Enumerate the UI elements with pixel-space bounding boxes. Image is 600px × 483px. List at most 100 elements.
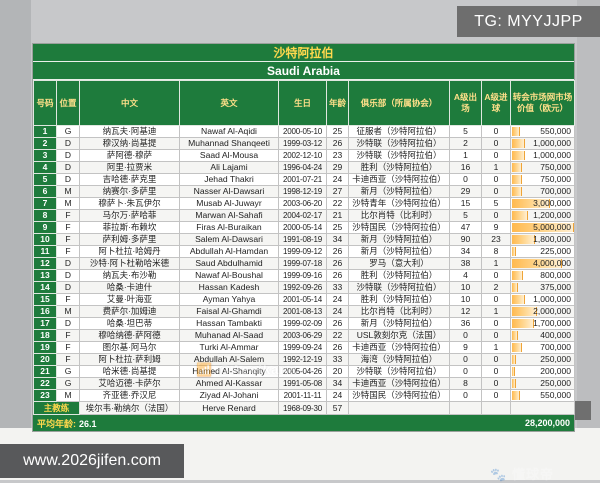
- player-value-cell: 3,000,000: [510, 197, 575, 210]
- player-number-cell: 1: [33, 125, 57, 138]
- player-chinese-name-cell: 萨利姆·多萨里: [79, 233, 180, 246]
- player-position-cell: F: [56, 341, 80, 354]
- player-english-name-cell: Abdullah Al-Salem: [179, 353, 279, 366]
- player-position-cell: D: [56, 269, 80, 282]
- brand-watermark: 🐾 懂球帝: [490, 467, 554, 482]
- player-english-name-cell: Musab Al-Juwayr: [179, 197, 279, 210]
- player-chinese-name-cell: 纳赛尔·多萨里: [79, 185, 180, 198]
- player-birthday-cell: 1999-03-12: [278, 137, 327, 150]
- player-caps-cell: 47: [449, 221, 482, 234]
- player-chinese-name-cell: 哈桑·坦巴蒂: [79, 317, 180, 330]
- player-birthday-cell: 1999-09-16: [278, 269, 327, 282]
- player-club-cell: 沙特国民（沙特阿拉伯）: [348, 221, 450, 234]
- player-club-cell: 新月（沙特阿拉伯）: [348, 185, 450, 198]
- player-row: 22 G 艾哈迈德·卡萨尔 Ahmed Al-Kassar 1991-05-08…: [33, 377, 575, 390]
- player-age-cell: 25: [326, 221, 349, 234]
- player-age-cell: 33: [326, 281, 349, 294]
- player-birthday-cell: 1996-04-24: [278, 161, 327, 174]
- website-label: www.2026jifen.com: [23, 452, 161, 469]
- player-age-cell: 26: [326, 341, 349, 354]
- player-goals-cell: 0: [481, 329, 511, 342]
- player-row: 11 F 阿卜杜拉·哈姆丹 Abdullah Al-Hamdan 1999-09…: [33, 245, 575, 258]
- player-position-cell: D: [56, 257, 80, 270]
- player-age-cell: 26: [326, 245, 349, 258]
- player-position-cell: F: [56, 221, 80, 234]
- player-caps-cell: 0: [449, 365, 482, 378]
- player-english-name-cell: Saad Al-Mousa: [179, 149, 279, 162]
- player-chinese-name-cell: 吉哈德·萨克里: [79, 173, 180, 186]
- squad-table: 号码 位置 中文 英文 生日 年龄 俱乐部（所属协会） A级出场 A级进球 转会…: [33, 80, 575, 415]
- photo-left-margin: [0, 0, 31, 444]
- coach-value-cell: [510, 401, 575, 415]
- player-birthday-cell: 1991-08-19: [278, 233, 327, 246]
- player-value-cell: 750,000: [510, 161, 575, 174]
- squad-table-sheet: 沙特阿拉伯 Saudi Arabia 号码 位置 中文 英文 生日 年龄 俱乐部…: [33, 44, 575, 431]
- player-club-cell: 沙特联（沙特阿拉伯）: [348, 137, 450, 150]
- player-row: 3 D 萨阿德·穆萨 Saad Al-Mousa 2002-12-10 23 沙…: [33, 149, 575, 162]
- player-position-cell: M: [56, 197, 80, 210]
- player-age-cell: 25: [326, 125, 349, 138]
- player-club-cell: 新月（沙特阿拉伯）: [348, 245, 450, 258]
- photo-corner-artifact: [575, 401, 591, 420]
- player-number-cell: 4: [33, 161, 57, 174]
- player-position-cell: D: [56, 281, 80, 294]
- player-position-cell: D: [56, 317, 80, 330]
- player-club-cell: 征服者（沙特阿拉伯）: [348, 125, 450, 138]
- player-age-cell: 23: [326, 149, 349, 162]
- col-header-birthday: 生日: [278, 80, 327, 126]
- coach-row: 主教练 埃尔韦·勒纳尔（法国） Herve Renard 1968-09-30 57: [33, 401, 575, 415]
- player-caps-cell: 29: [449, 185, 482, 198]
- average-age: 平均年龄: 26.1: [37, 418, 97, 429]
- player-number-cell: 20: [33, 353, 57, 366]
- player-caps-cell: 4: [449, 269, 482, 282]
- player-position-cell: M: [56, 389, 80, 402]
- player-english-name-cell: Ali Lajami: [179, 161, 279, 174]
- player-caps-cell: 36: [449, 317, 482, 330]
- player-club-cell: 卡迪西亚（沙特阿拉伯）: [348, 377, 450, 390]
- player-value-cell: 1,000,000: [510, 149, 575, 162]
- value-databar: [512, 187, 522, 196]
- player-row: 9 F 菲拉斯·布赖坎 Firas Al-Buraikan 2000-05-14…: [33, 221, 575, 234]
- player-birthday-cell: 1999-09-12: [278, 245, 327, 258]
- value-databar: [512, 355, 517, 364]
- player-number-cell: 18: [33, 329, 57, 342]
- player-chinese-name-cell: 萨阿德·穆萨: [79, 149, 180, 162]
- player-number-cell: 23: [33, 389, 57, 402]
- player-age-cell: 22: [326, 329, 349, 342]
- player-english-name-cell: Nawaf Al-Aqidi: [179, 125, 279, 138]
- player-value-cell: 1,000,000: [510, 137, 575, 150]
- player-chinese-name-cell: 齐亚德·乔汉尼: [79, 389, 180, 402]
- value-databar: [512, 271, 523, 280]
- player-caps-cell: 8: [449, 377, 482, 390]
- player-row: 14 D 哈桑·卡迪什 Hassan Kadesh 1992-09-26 33 …: [33, 281, 575, 294]
- player-english-name-cell: Turki Al-Ammar: [179, 341, 279, 354]
- player-position-cell: D: [56, 137, 80, 150]
- player-age-cell: 27: [326, 185, 349, 198]
- player-goals-cell: 0: [481, 209, 511, 222]
- country-title-cn: 沙特阿拉伯: [273, 46, 334, 60]
- player-row: 10 F 萨利姆·多萨里 Salem Al-Dawsari 1991-08-19…: [33, 233, 575, 246]
- player-row: 6 M 纳赛尔·多萨里 Nasser Al-Dawsari 1998-12-19…: [33, 185, 575, 198]
- player-value-cell: 400,000: [510, 329, 575, 342]
- player-value-cell: 550,000: [510, 389, 575, 402]
- summary-footer-row: 平均年龄: 26.1 28,200,000: [33, 415, 574, 431]
- player-club-cell: 胜利（沙特阿拉伯）: [348, 161, 450, 174]
- player-english-name-cell: Saud Abdulhamid: [179, 257, 279, 270]
- player-goals-cell: 1: [481, 257, 511, 270]
- player-chinese-name-cell: 穆哈纳德·萨阿德: [79, 329, 180, 342]
- player-english-name-cell: Salem Al-Dawsari: [179, 233, 279, 246]
- player-club-cell: 卡迪西亚（沙特阿拉伯）: [348, 173, 450, 186]
- player-birthday-cell: 1991-05-08: [278, 377, 327, 390]
- player-chinese-name-cell: 穆萨卜·朱瓦伊尔: [79, 197, 180, 210]
- coach-label-cell: 主教练: [33, 401, 80, 415]
- player-goals-cell: 0: [481, 149, 511, 162]
- player-goals-cell: 1: [481, 161, 511, 174]
- player-number-cell: 13: [33, 269, 57, 282]
- player-position-cell: F: [56, 329, 80, 342]
- value-databar: [512, 175, 523, 184]
- tg-contact-overlay: TG: MYYJJPP: [457, 6, 600, 37]
- player-club-cell: USL敦刻尔克（法国）: [348, 329, 450, 342]
- player-number-cell: 5: [33, 173, 57, 186]
- player-caps-cell: 38: [449, 257, 482, 270]
- player-english-name-cell: Firas Al-Buraikan: [179, 221, 279, 234]
